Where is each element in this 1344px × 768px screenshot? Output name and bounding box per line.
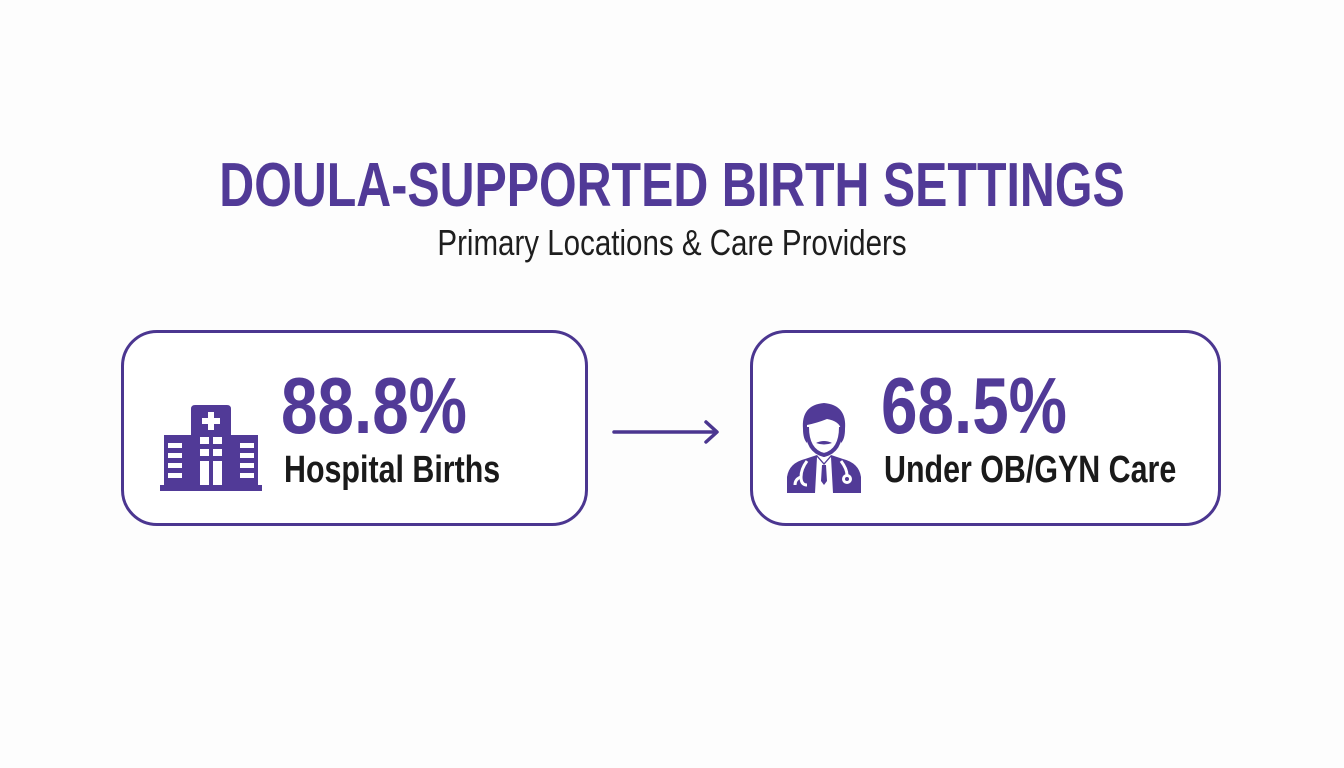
arrow-right-icon [612, 420, 719, 444]
doctor-stethoscope-icon [787, 403, 861, 493]
hospital-building-icon [160, 405, 262, 491]
page-subtitle: Primary Locations & Care Providers [437, 222, 907, 263]
stat-value: 68.5% [881, 361, 1068, 450]
stat-value: 88.8% [281, 361, 468, 450]
page-title: DOULA-SUPPORTED BIRTH SETTINGS [219, 151, 1125, 220]
stat-label: Under OB/GYN Care [884, 449, 1177, 491]
stat-label: Hospital Births [284, 449, 501, 491]
stat-card-hospital-births: 88.8% Hospital Births [121, 330, 588, 526]
stat-card-obgyn-care: 68.5% Under OB/GYN Care [750, 330, 1221, 526]
